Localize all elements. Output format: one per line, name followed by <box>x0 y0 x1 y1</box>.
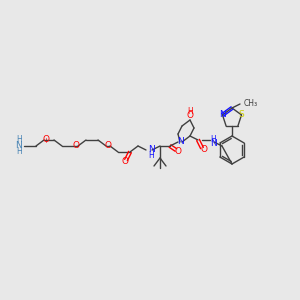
Text: O: O <box>187 112 194 121</box>
Text: H: H <box>148 152 154 160</box>
Text: N: N <box>148 146 155 154</box>
Text: N: N <box>210 140 217 148</box>
Text: H: H <box>16 136 22 145</box>
Text: O: O <box>43 136 50 145</box>
Text: S: S <box>238 110 244 119</box>
Text: O: O <box>200 146 208 154</box>
Text: O: O <box>73 142 80 151</box>
Text: O: O <box>104 142 112 151</box>
Text: H: H <box>210 136 216 145</box>
Text: N: N <box>219 110 226 119</box>
Text: N: N <box>15 142 22 151</box>
Text: H: H <box>16 148 22 157</box>
Text: CH₃: CH₃ <box>244 98 258 107</box>
Text: H: H <box>187 107 193 116</box>
Text: O: O <box>175 148 182 157</box>
Text: O: O <box>122 158 128 166</box>
Text: N: N <box>177 137 183 146</box>
